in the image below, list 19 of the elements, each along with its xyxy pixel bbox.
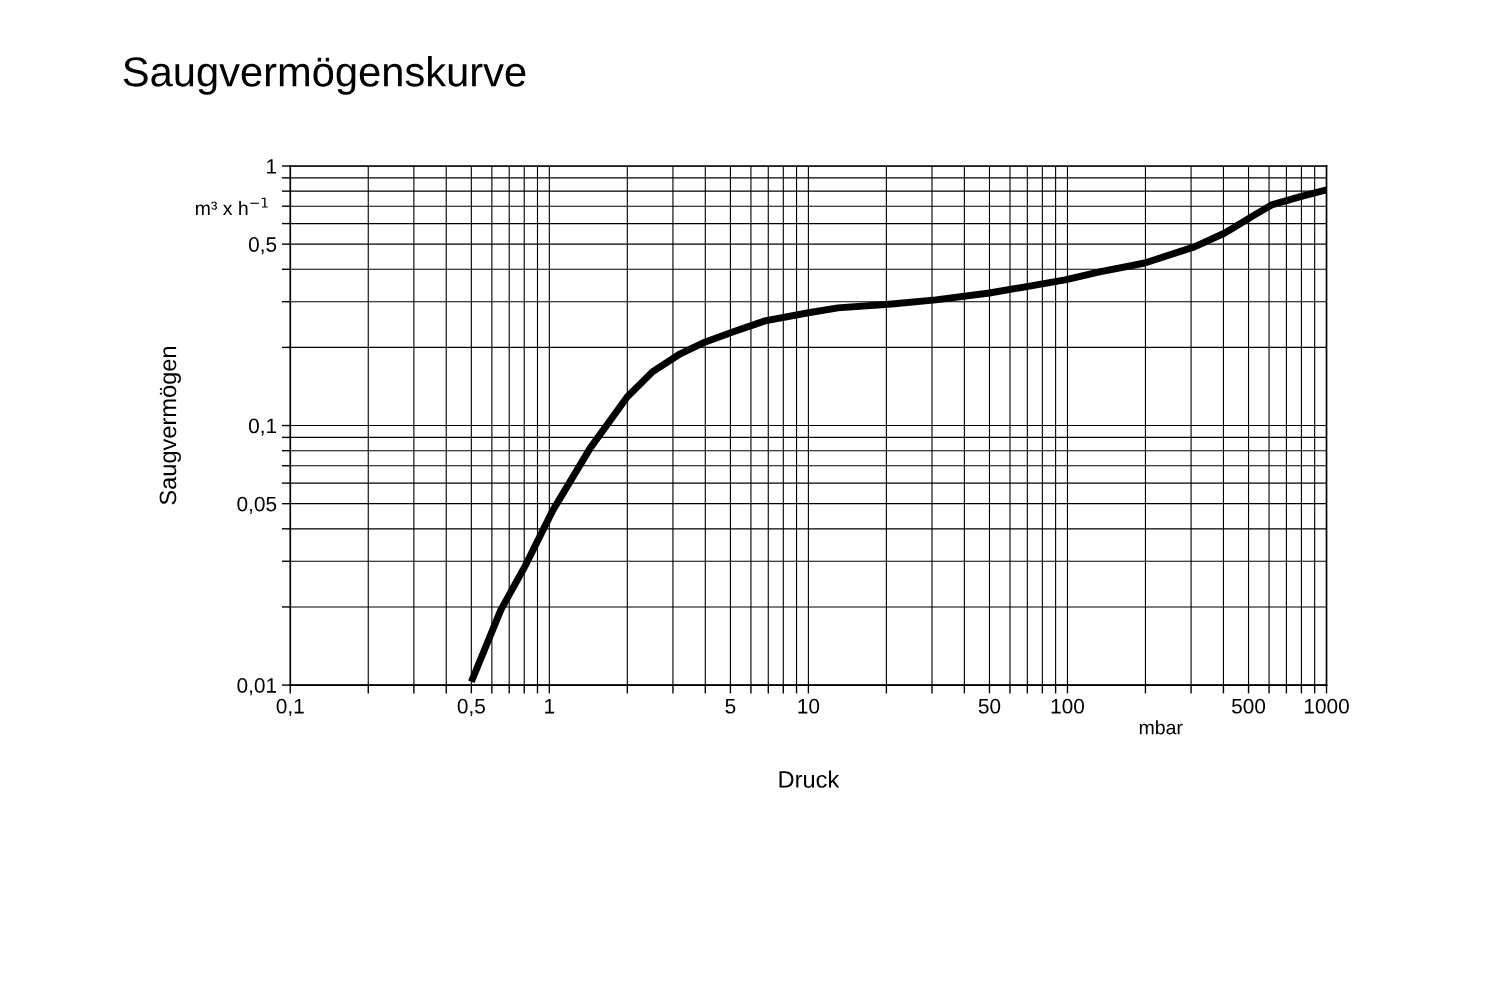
x-tick-label: 1 [545,699,555,714]
x-tick-label: 0,1 [276,698,304,717]
y-tick-label: 0,5 [248,237,277,255]
y-axis-title: Saugvermögen [159,347,181,505]
x-tick-label: 1000 [1304,698,1349,714]
chart-title: Saugvermögenskurve [123,56,526,95]
x-tick-label: 10 [798,698,820,714]
y-tick-label: 0,1 [248,418,277,436]
x-axis-title: Druck [779,770,840,788]
y-tick-label: 1 [267,159,277,174]
x-tick-label: 500 [1232,698,1266,714]
text: m³ x h$^{−1}$ [195,197,268,216]
y-tick-label: 0,05 [237,496,277,514]
x-tick-label: 50 [978,698,1001,714]
x-tick-label: 0,5 [457,698,485,717]
x-tick-label: 100 [1051,698,1085,714]
text: mbar [1139,720,1183,735]
x-tick-label: 5 [725,699,736,714]
y-tick-label: 0,01 [237,678,277,696]
